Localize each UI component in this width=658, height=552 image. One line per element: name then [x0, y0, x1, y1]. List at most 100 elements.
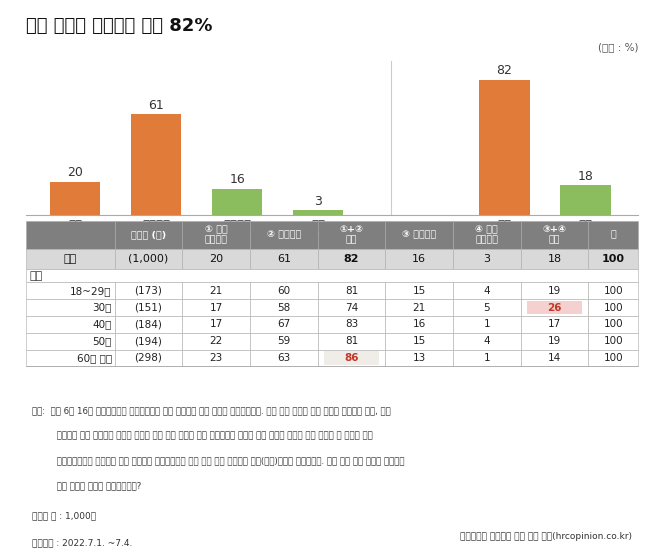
Bar	[453, 333, 520, 349]
Bar	[386, 299, 453, 316]
Bar	[26, 282, 114, 299]
Text: 3: 3	[484, 254, 490, 264]
Text: 16: 16	[412, 254, 426, 264]
Text: 82: 82	[497, 64, 513, 77]
Text: 61: 61	[277, 254, 291, 264]
Text: 81: 81	[345, 336, 358, 346]
Text: 17: 17	[210, 302, 223, 312]
Text: 계: 계	[611, 231, 616, 240]
Bar	[250, 299, 318, 316]
Text: 19: 19	[548, 286, 561, 296]
Bar	[318, 333, 386, 349]
Bar	[293, 210, 343, 215]
Bar	[480, 79, 530, 215]
Bar	[250, 333, 318, 349]
Text: (1,000): (1,000)	[128, 254, 168, 264]
Bar	[182, 349, 250, 367]
Bar	[182, 316, 250, 333]
Bar	[318, 316, 386, 333]
Text: 100: 100	[603, 336, 623, 346]
Text: (194): (194)	[135, 336, 163, 346]
Text: 18~29세: 18~29세	[70, 286, 112, 296]
Bar	[520, 249, 588, 269]
Text: 19: 19	[548, 336, 561, 346]
Text: 20: 20	[209, 254, 223, 264]
Bar	[386, 333, 453, 349]
Text: (184): (184)	[135, 319, 163, 330]
Bar	[250, 316, 318, 333]
Text: (151): (151)	[135, 302, 163, 312]
Bar	[131, 114, 181, 215]
Bar	[453, 249, 520, 269]
Text: ③ 반대한다: ③ 반대한다	[402, 231, 436, 240]
Text: 21: 21	[210, 286, 223, 296]
Bar	[453, 299, 520, 316]
Text: 1: 1	[484, 353, 490, 363]
Bar	[588, 249, 638, 269]
Bar	[588, 316, 638, 333]
Bar	[520, 349, 588, 367]
Text: 20: 20	[67, 167, 83, 179]
Text: (298): (298)	[135, 353, 163, 363]
Text: 3: 3	[314, 194, 322, 208]
Text: 질문:  지난 6월 16일 더불어민주당 안규백의원이 조력 존엄사에 대한 법안을 발의했습니다. 품위 있는 죽음에 대한 관심이 증대되고 있어, 회복: 질문: 지난 6월 16일 더불어민주당 안규백의원이 조력 존엄사에 대한 법…	[32, 406, 392, 415]
Text: 100: 100	[602, 254, 625, 264]
Bar	[26, 349, 114, 367]
Text: 60세 이상: 60세 이상	[76, 353, 112, 363]
Text: 4: 4	[484, 286, 490, 296]
Text: 83: 83	[345, 319, 358, 330]
Text: 18: 18	[578, 170, 594, 183]
Bar	[588, 299, 638, 316]
Text: 대해 귀하는 어떻게 생각하십니까?: 대해 귀하는 어떻게 생각하십니까?	[32, 481, 141, 491]
Bar	[561, 185, 611, 215]
Text: 의사조력자살에 해당하는 조력 존엄사를 도입함으로써 삶에 대한 자기 결정권을 증진(보장)하자는 취지입니다. 이와 같은 조력 존엄사 입법화에: 의사조력자살에 해당하는 조력 존엄사를 도입함으로써 삶에 대한 자기 결정권…	[32, 457, 405, 465]
Bar	[26, 316, 114, 333]
Text: 21: 21	[413, 302, 426, 312]
Bar	[26, 221, 114, 249]
Bar	[250, 249, 318, 269]
Bar	[250, 282, 318, 299]
Bar	[528, 301, 582, 314]
Text: 사례수 (명): 사례수 (명)	[131, 231, 166, 240]
Text: 16: 16	[413, 319, 426, 330]
Text: 86: 86	[344, 353, 359, 363]
Bar	[212, 189, 262, 215]
Text: 조력 존엄사 입법화에 찬성 82%: 조력 존엄사 입법화에 찬성 82%	[26, 17, 213, 35]
Text: ③+④
반대: ③+④ 반대	[542, 225, 567, 245]
Bar	[588, 221, 638, 249]
Bar	[250, 349, 318, 367]
Text: 4: 4	[484, 336, 490, 346]
Text: (173): (173)	[135, 286, 163, 296]
Text: 60: 60	[277, 286, 290, 296]
Text: 74: 74	[345, 302, 358, 312]
Bar	[318, 282, 386, 299]
Text: 15: 15	[413, 336, 426, 346]
Text: 30대: 30대	[92, 302, 112, 312]
Bar	[318, 349, 386, 367]
Bar	[386, 349, 453, 367]
Bar	[520, 316, 588, 333]
Text: 26: 26	[547, 302, 562, 312]
Text: ①+②
찬성: ①+② 찬성	[340, 225, 363, 245]
Text: 조사기간 : 2022.7.1. ~7.4.: 조사기간 : 2022.7.1. ~7.4.	[32, 538, 133, 547]
Bar	[182, 333, 250, 349]
Text: 50대: 50대	[92, 336, 112, 346]
Bar	[182, 249, 250, 269]
Text: ② 찬성한다: ② 찬성한다	[266, 231, 301, 240]
Bar	[182, 282, 250, 299]
Bar	[26, 269, 638, 282]
Text: 59: 59	[277, 336, 290, 346]
Text: (단위 : %): (단위 : %)	[597, 42, 638, 52]
Bar	[26, 333, 114, 349]
Bar	[26, 249, 114, 269]
Bar	[50, 182, 100, 215]
Text: 18: 18	[547, 254, 561, 264]
Text: ① 매우
찬성한다: ① 매우 찬성한다	[205, 225, 228, 245]
Text: 67: 67	[277, 319, 290, 330]
Text: 58: 58	[277, 302, 290, 312]
Bar	[250, 221, 318, 249]
Text: 14: 14	[548, 353, 561, 363]
Text: 23: 23	[210, 353, 223, 363]
Text: 연령: 연령	[30, 270, 43, 280]
Bar	[114, 333, 182, 349]
